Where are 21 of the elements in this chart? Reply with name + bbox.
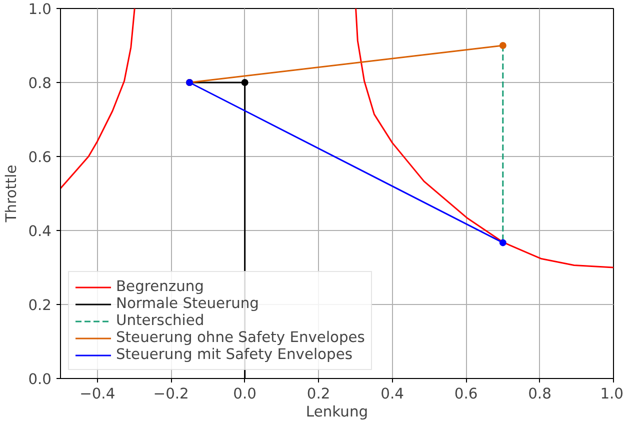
x-tick-label: −0.4: [80, 386, 116, 402]
legend-label: Unterschied: [116, 312, 204, 329]
y-tick-label: 0.8: [28, 75, 52, 92]
legend-label: Begrenzung: [116, 278, 204, 295]
y-tick-label: 0.6: [28, 149, 52, 166]
x-tick-label: 0.6: [454, 386, 478, 402]
x-tick-label: −0.2: [153, 386, 189, 402]
x-tick-label: 1.0: [600, 386, 623, 402]
x-axis-title: Lenkung: [306, 404, 368, 420]
x-tick-label: 0.8: [528, 386, 552, 402]
x-tick-label: 0.2: [306, 386, 330, 402]
y-axis-title: Throttle: [3, 164, 20, 224]
y-tick-label: 0.4: [28, 223, 52, 240]
y-tick-label: 0.0: [28, 371, 52, 388]
x-tick-label: 0.0: [233, 386, 256, 402]
legend-label: Steuerung ohne Safety Envelopes: [116, 329, 365, 346]
legend-label: Steuerung mit Safety Envelopes: [116, 346, 352, 363]
x-tick-label: 0.4: [380, 386, 404, 402]
legend-label: Normale Steuerung: [116, 295, 259, 312]
y-tick-label: 0.2: [28, 297, 52, 314]
y-tick-label: 1.0: [28, 1, 52, 18]
